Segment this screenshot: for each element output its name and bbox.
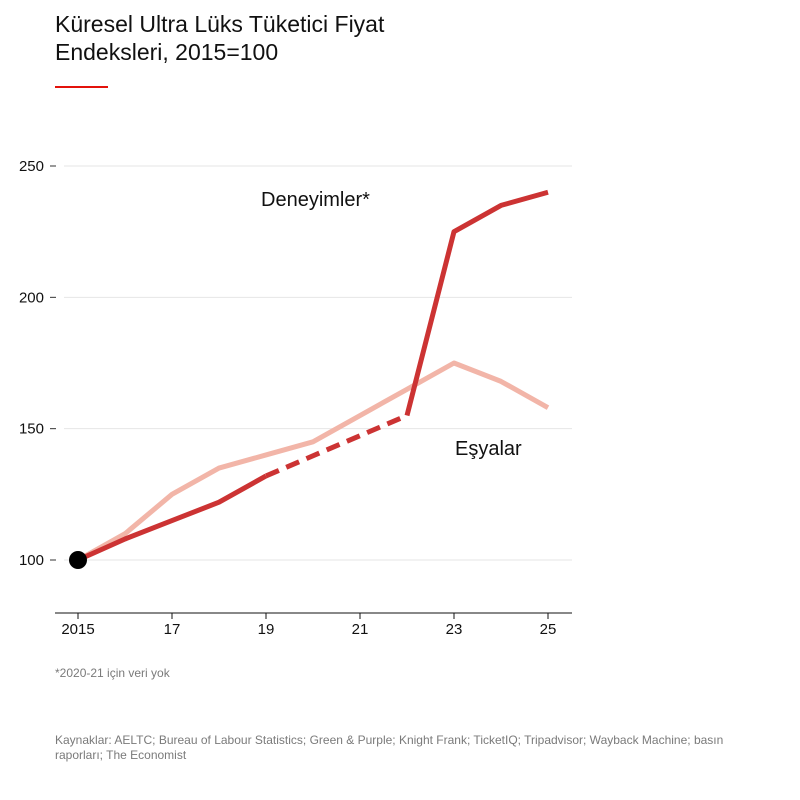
y-tick-label-150: 150 (19, 421, 44, 438)
x-axis: 2015 17 19 21 23 25 (55, 612, 572, 638)
chart-title: Küresel Ultra Lüks Tüketici Fiyat Endeks… (55, 11, 385, 65)
series-line-experiences-dashed (265, 413, 408, 479)
y-tick-label-250: 250 (19, 158, 44, 175)
footnote: *2020-21 için veri yok (55, 666, 170, 680)
start-marker-dot (69, 551, 87, 569)
x-tick-label-2021: 21 (352, 621, 369, 638)
x-tick-label-2025: 25 (540, 621, 557, 638)
series-line-experiences-solid-end (404, 189, 549, 417)
x-tick-label-2015: 2015 (61, 621, 94, 638)
x-tick-label-2019: 19 (258, 621, 275, 638)
gridlines (64, 165, 572, 561)
series-line-experiences-solid-start (76, 473, 268, 563)
title-accent-rule (55, 86, 108, 88)
x-tick-label-2017: 17 (164, 621, 181, 638)
y-tick-label-100: 100 (19, 552, 44, 569)
series-label-experiences: Deneyimler* (261, 189, 370, 211)
series-lines (69, 189, 550, 569)
series-labels: Deneyimler* Eşyalar (261, 189, 522, 460)
series-label-goods: Eşyalar (455, 438, 522, 460)
sources-note: Kaynaklar: AELTC; Bureau of Labour Stati… (55, 733, 724, 762)
y-axis: 100 150 200 250 (19, 158, 56, 569)
series-line-goods (76, 360, 550, 563)
y-tick-label-200: 200 (19, 289, 44, 306)
x-tick-label-2023: 23 (446, 621, 463, 638)
